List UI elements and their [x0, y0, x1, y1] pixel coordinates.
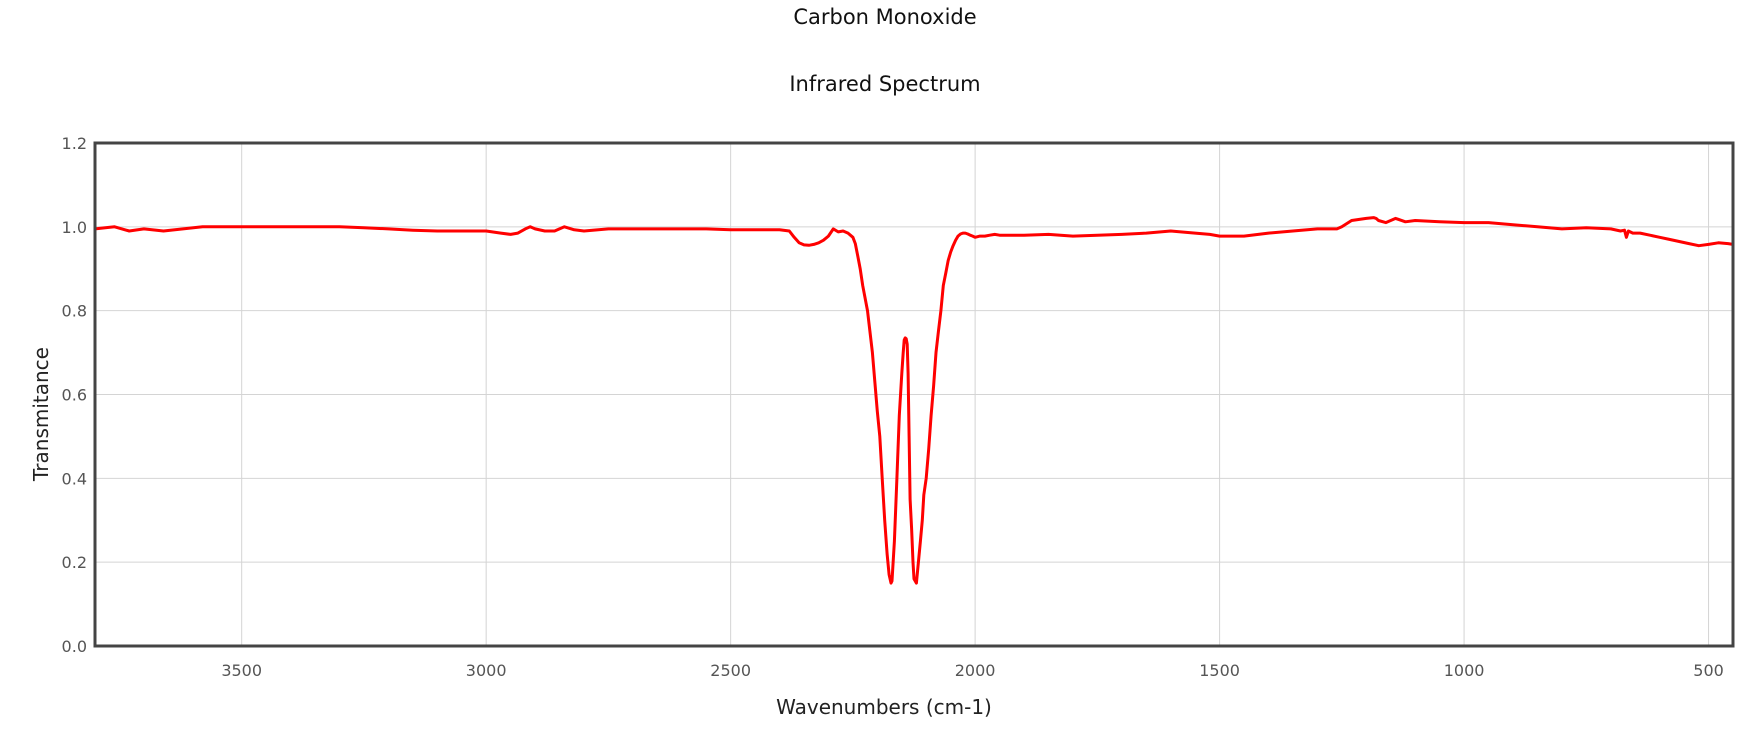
x-axis-title: Wavenumbers (cm-1): [776, 695, 992, 719]
y-tick-label: 0.2: [62, 553, 87, 572]
x-tick-label: 1000: [1444, 661, 1485, 680]
y-axis-title: Transmitance: [29, 347, 53, 482]
x-tick-label: 2000: [955, 661, 996, 680]
y-axis-ticks: 0.0 0.2 0.4 0.6 0.8 1.0 1.2: [62, 134, 87, 656]
x-tick-label: 3500: [221, 661, 262, 680]
y-tick-label: 0.8: [62, 302, 87, 321]
chart-title: Carbon Monoxide: [793, 5, 976, 29]
y-tick-label: 0.0: [62, 637, 87, 656]
x-tick-label: 3000: [466, 661, 507, 680]
spectrum-series-line: [93, 216, 1735, 585]
x-tick-label: 500: [1693, 661, 1724, 680]
x-tick-label: 1500: [1199, 661, 1240, 680]
series-layer: [93, 216, 1735, 585]
y-tick-label: 1.2: [62, 134, 87, 153]
y-tick-label: 0.6: [62, 386, 87, 405]
y-tick-label: 0.4: [62, 469, 87, 488]
plot-area-frame: [93, 141, 1735, 648]
x-tick-label: 2500: [710, 661, 751, 680]
chart-subtitle: Infrared Spectrum: [789, 72, 980, 96]
y-tick-label: 1.0: [62, 218, 87, 237]
x-axis-ticks: 3500 3000 2500 2000 1500 1000 500: [221, 661, 1723, 680]
